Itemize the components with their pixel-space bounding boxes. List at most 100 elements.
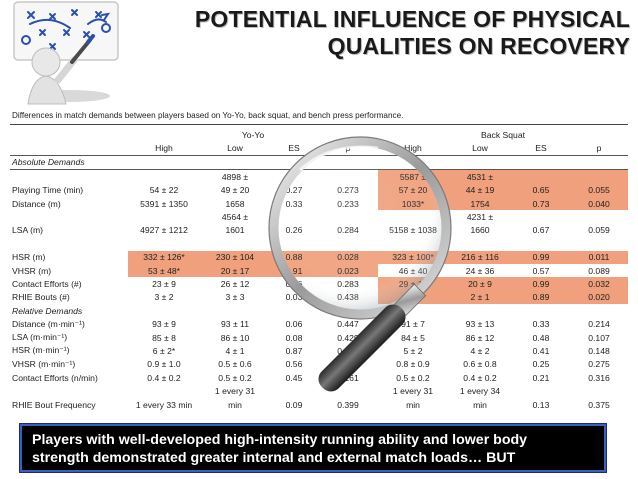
table-cell: 6 ± 2*: [152, 345, 176, 356]
table-cell: 0.161: [337, 372, 359, 383]
table-cell: 84 ± 5: [401, 332, 425, 343]
table-cell: 216 ± 116: [448, 250, 512, 264]
table-cell: 0.089: [588, 265, 610, 276]
table-cell: 0.48: [532, 332, 550, 343]
table-row: Contact Efforts (n/min) 0.4 ± 0.2 0.5 ± 0.…: [10, 371, 628, 384]
row-label: Playing Time (min): [12, 185, 84, 196]
table-cell: 3 ± 3: [225, 292, 245, 303]
table-row: VHSR (m·min⁻¹) 0.9 ± 1.0 0.5 ± 0.6 0.56 0.10…: [10, 358, 628, 371]
table-cell: 0.214: [588, 319, 610, 330]
table-cell: 4 ± 3*: [378, 290, 448, 305]
table-row: 4898 ± 5587 ±4531 ±: [10, 169, 629, 184]
table-row: 4564 ± 4231 ±: [10, 210, 628, 223]
column-header: Low: [472, 143, 488, 154]
row-label: Distance (m·min⁻¹): [12, 318, 85, 329]
table-cell: min: [406, 399, 420, 410]
table-cell: 1754: [448, 196, 512, 211]
table-cell: 0.055: [570, 183, 629, 197]
table-cell: 2 ± 1: [448, 290, 512, 305]
conclusion-line2: strength demonstrated greater internal a…: [32, 450, 516, 466]
table-row: HSR (m·min⁻¹) 6 ± 2* 4 ± 1 0.87 0.030 5 ± 2 4 …: [10, 344, 628, 357]
column-header: ES: [535, 143, 547, 154]
table-cell: 0.273: [337, 185, 359, 196]
table-cell: 0.4 ± 0.2: [463, 372, 497, 383]
slide-title-line2: QUALITIES ON RECOVERY: [327, 33, 630, 59]
table-cell: 0.4 ± 0.2: [147, 372, 181, 383]
section-absolute-demands: Absolute Demands: [12, 157, 85, 168]
table-cell: 0.89: [512, 290, 570, 305]
table-cell: 46 ± 40: [398, 265, 428, 276]
table-cell: 5158 ± 1038: [389, 225, 437, 236]
table-cell: 0.8 ± 0.9: [396, 359, 430, 370]
table-cell: [318, 170, 378, 184]
table-cell: 0.87: [285, 345, 303, 356]
table-cell: 0.03: [285, 292, 303, 303]
table-cell: 0.030: [337, 345, 359, 356]
table-cell: [512, 169, 570, 184]
column-header: ES: [288, 143, 300, 154]
table-cell: 4231 ±: [466, 212, 494, 223]
table-cell: 0.028: [318, 250, 378, 264]
table-cell: [570, 169, 629, 184]
table-cell: [570, 384, 628, 397]
table-cell: 0.5 ± 0.2: [396, 372, 430, 383]
section-relative-demands: Relative Demands: [12, 305, 83, 316]
table-cell: 20 ± 17: [200, 263, 270, 278]
table-cell: 44 ± 19: [448, 183, 512, 197]
table-cell: [378, 237, 448, 250]
table-cell: [512, 237, 570, 250]
table-cell: 4927 ± 1212: [140, 225, 188, 236]
table-cell: 3 ± 2: [154, 292, 174, 303]
table-row: Playing Time (min) 54 ± 22 49 ± 20 0.27 0.27…: [10, 183, 629, 197]
table-row: 1 every 31 1 every 31 1 every 34: [10, 384, 628, 397]
table-cell: [128, 384, 200, 397]
table-cell: 0.040: [570, 196, 629, 211]
table-cell: 4531 ±: [448, 169, 512, 184]
column-header: High: [155, 143, 173, 154]
table-cell: min: [473, 399, 487, 410]
table-cell: [512, 384, 570, 397]
column-header: High: [404, 143, 422, 154]
table-cell: 0.99: [512, 277, 570, 291]
table-cell: 0.399: [337, 399, 359, 410]
table-cell: [128, 237, 200, 250]
row-label: HSR (m·min⁻¹): [12, 345, 70, 356]
table-row: Distance (m·min⁻¹) 93 ± 9 93 ± 11 0.06 0.447…: [10, 317, 628, 330]
table-cell: 0.41: [532, 345, 550, 356]
table-cell: 0.429: [337, 332, 359, 343]
table-row: VHSR (m) 53 ± 48* 20 ± 17 0.91 0.023 46 ± 40 2…: [10, 263, 628, 278]
table-cell: 4898 ±: [221, 171, 249, 182]
table-cell: 0.27: [285, 185, 303, 196]
table-cell: 1601: [225, 225, 245, 236]
match-demands-table: Yo-Yo Back Squat High Low ES p High Low ES p Ab…: [10, 128, 629, 411]
table-cell: 0.56: [285, 359, 303, 370]
absolute-demands-body: 4898 ± 5587 ±4531 ± Playing Time (min) 54 ±…: [10, 169, 629, 305]
table-cell: 0.032: [570, 277, 629, 291]
table-cell: 0.33: [285, 198, 303, 209]
row-label: [10, 384, 128, 397]
table-cell: 0.284: [337, 225, 359, 236]
row-label: Distance (m): [12, 198, 61, 209]
conclusion-line1: Players with well-developed high-intensi…: [32, 432, 528, 448]
table-cell: 0.06: [285, 319, 303, 330]
table-cell: 0.91: [270, 263, 318, 278]
table-cell: 0.88: [270, 250, 318, 264]
table-cell: 0.9 ± 1.0: [147, 359, 181, 370]
slide-title: POTENTIAL INFLUENCE OF PHYSICAL QUALITIE…: [140, 6, 630, 60]
section-relative-row: Relative Demands: [10, 304, 628, 317]
table-cell: [318, 384, 378, 397]
row-label: RHIE Bouts (#): [12, 292, 70, 303]
table-cell: 1 every 31: [214, 386, 256, 397]
table-cell: 29 ± 10: [378, 277, 448, 291]
presenter-figure-illustration: [13, 1, 119, 105]
table-cell: 54 ± 22: [149, 185, 179, 196]
table-cell: 5587 ±: [378, 169, 448, 184]
table-cell: 5 ± 2: [403, 345, 423, 356]
table-cell: 4 ± 1: [225, 345, 245, 356]
column-header: p: [345, 143, 351, 154]
table-cell: 86 ± 10: [220, 332, 250, 343]
table-cell: 0.283: [337, 278, 359, 289]
table-cell: [318, 237, 378, 250]
table-cell: 0.65: [512, 183, 570, 197]
table-cell: 1660: [470, 225, 490, 236]
